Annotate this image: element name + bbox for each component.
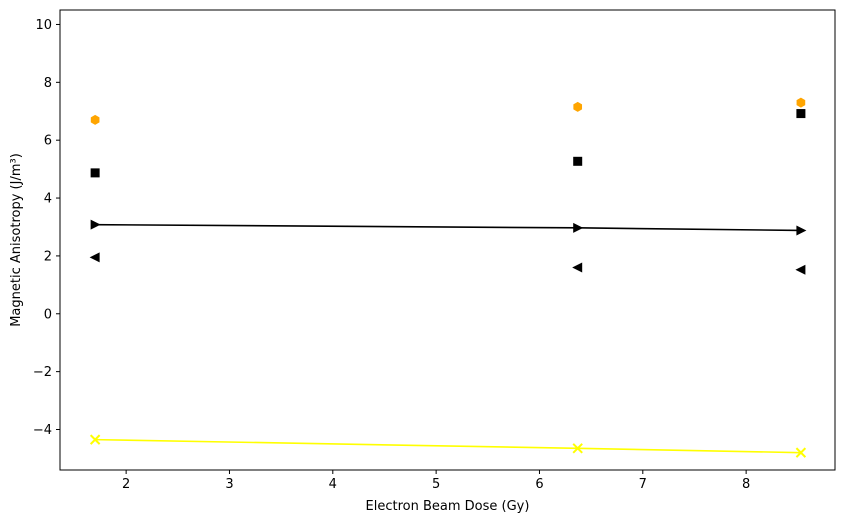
series-2 xyxy=(90,109,806,178)
data-point xyxy=(573,156,583,166)
data-point xyxy=(795,264,806,275)
series-layer xyxy=(89,97,807,458)
data-point xyxy=(89,252,100,263)
series-5 xyxy=(89,434,807,458)
x-tick-label: 6 xyxy=(535,477,543,492)
y-tick-label: −4 xyxy=(33,423,52,438)
x-tick-label: 3 xyxy=(225,477,233,492)
y-tick-label: 6 xyxy=(44,134,52,149)
x-tick-label: 7 xyxy=(639,477,647,492)
y-tick-label: 4 xyxy=(44,192,52,207)
plot-frame xyxy=(59,9,836,471)
x-tick-label: 2 xyxy=(122,477,130,492)
data-point xyxy=(90,219,101,230)
data-point xyxy=(795,447,807,458)
data-point xyxy=(796,225,807,236)
y-axis-label: Magnetic Anisotropy (J/m³) xyxy=(9,153,24,327)
y-tick-label: 10 xyxy=(35,18,52,33)
data-point xyxy=(796,109,806,119)
data-point xyxy=(90,114,100,125)
y-axis: −4 −2 0 2 4 6 8 10 xyxy=(33,18,60,438)
series-1 xyxy=(90,97,806,125)
data-point xyxy=(573,222,584,233)
data-point xyxy=(796,97,806,108)
data-point xyxy=(89,434,101,445)
x-tick-label: 5 xyxy=(432,477,440,492)
series-3 xyxy=(90,219,807,236)
data-point xyxy=(90,168,100,178)
x-tick-label: 4 xyxy=(329,477,337,492)
data-point xyxy=(572,443,583,454)
data-point xyxy=(573,101,583,112)
series-line xyxy=(95,223,801,232)
series-4 xyxy=(89,252,806,275)
x-axis: 2 3 4 5 6 7 8 xyxy=(122,470,750,492)
y-tick-label: 8 xyxy=(44,76,52,91)
y-tick-label: 0 xyxy=(44,307,52,322)
data-point xyxy=(572,262,583,273)
y-tick-label: −2 xyxy=(33,365,52,380)
x-tick-label: 8 xyxy=(742,477,750,492)
x-axis-label: Electron Beam Dose (Gy) xyxy=(366,499,530,514)
series-line xyxy=(95,438,801,454)
y-tick-label: 2 xyxy=(44,249,52,264)
